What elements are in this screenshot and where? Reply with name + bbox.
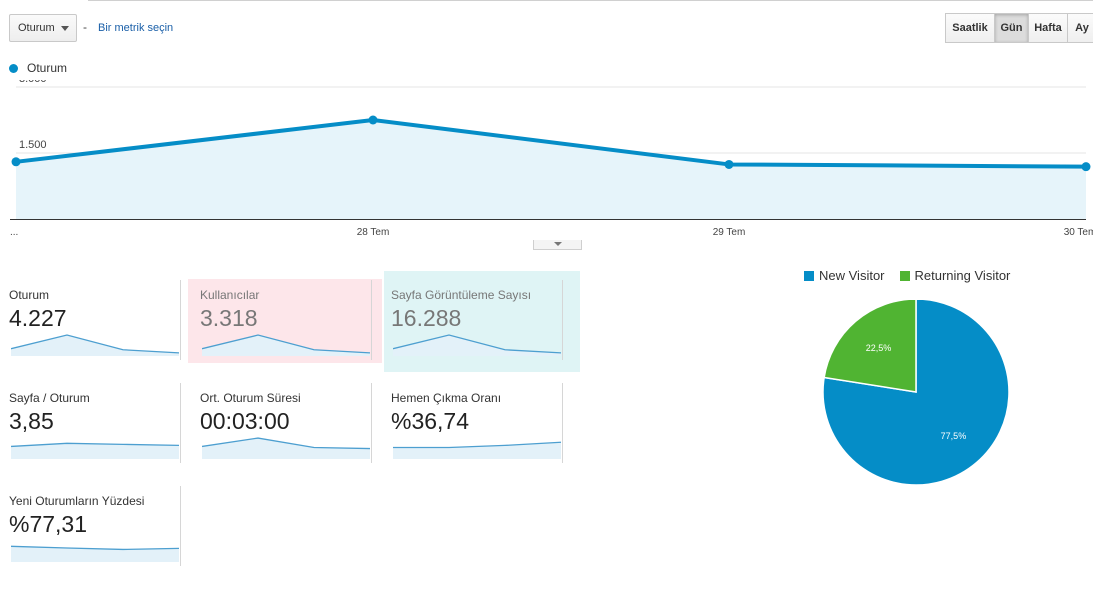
metric-value: 00:03:00: [200, 408, 290, 434]
metric-tile-new-sessions[interactable]: Yeni Oturumların Yüzdesi %77,31: [9, 486, 181, 566]
sparkline-line: [11, 442, 179, 448]
series-line: [15, 118, 1087, 169]
metric-label: Ort. Oturum Süresi: [200, 391, 301, 405]
metric-value: 16.288: [391, 305, 462, 331]
metric-select-dropdown[interactable]: Oturum: [9, 14, 77, 42]
x-tick-label: ...: [10, 227, 18, 238]
x-tick-label: 29 Tem: [713, 227, 746, 238]
sparkline-area: [202, 335, 370, 356]
sparkline: [11, 334, 179, 356]
metric-separator: -: [83, 20, 87, 34]
metric-select-value: Oturum: [18, 22, 55, 34]
chart-collapse-handle[interactable]: [533, 240, 582, 250]
metric-label: Kullanıcılar: [200, 288, 260, 302]
metric-tile-sessions[interactable]: Oturum 4.227: [9, 280, 181, 360]
chart-legend: Oturum: [9, 61, 67, 75]
data-point: [1081, 162, 1091, 172]
metric-value: 3,85: [9, 408, 54, 434]
data-point: [368, 115, 378, 125]
top-border: [88, 0, 1093, 3]
period-hourly-button[interactable]: Saatlik: [945, 13, 995, 43]
metric-value: 4.227: [9, 305, 67, 331]
metric-tile-pages-per-session[interactable]: Sayfa / Oturum 3,85: [9, 383, 181, 463]
sparkline: [202, 334, 370, 356]
swatch-icon: [804, 270, 814, 281]
data-point: [724, 159, 734, 169]
sparkline-line: [11, 334, 179, 354]
sparkline-area: [202, 438, 370, 459]
period-day-button[interactable]: Gün: [994, 13, 1029, 43]
sparkline: [11, 545, 179, 562]
period-toggle: Saatlik Gün Hafta Ay: [945, 13, 1093, 43]
y-tick-label: 3.000: [19, 80, 47, 85]
metric-value: %77,31: [9, 511, 88, 537]
x-tick-label: 28 Tem: [357, 227, 390, 238]
data-point: [11, 157, 21, 167]
visitor-pie-chart: 77,5% 22,5%: [822, 300, 1010, 486]
sparkline-area: [11, 546, 179, 562]
sparkline-line: [202, 334, 370, 354]
metric-label: Yeni Oturumların Yüzdesi: [9, 494, 145, 508]
y-tick-label: 1.500: [19, 139, 47, 151]
sparkline: [11, 442, 179, 459]
choose-metric-link[interactable]: Bir metrik seçin: [98, 22, 174, 34]
sparkline-line: [11, 545, 179, 551]
metric-label: Hemen Çıkma Oranı: [391, 391, 502, 405]
sparkline-line: [393, 441, 561, 449]
metric-tile-avg-session-duration[interactable]: Ort. Oturum Süresi 00:03:00: [200, 383, 372, 463]
pie-legend-label: Returning Visitor: [914, 268, 1011, 283]
metric-value: %36,74: [391, 408, 470, 434]
sparkline-area: [11, 443, 179, 459]
metric-tile-pageviews[interactable]: Sayfa Görüntüleme Sayısı 16.288: [391, 280, 563, 360]
metric-value: 3.318: [200, 305, 258, 331]
swatch-icon: [899, 270, 910, 281]
sparkline-area: [393, 335, 561, 356]
series-dot-icon: [9, 63, 18, 73]
pie-slice-label: 77,5%: [941, 431, 967, 441]
pie-legend-item-returning[interactable]: Returning Visitor: [899, 268, 1011, 283]
pie-slice: [823, 300, 917, 393]
period-month-button[interactable]: Ay: [1067, 13, 1093, 43]
sparkline-area: [11, 335, 179, 356]
sparkline: [202, 437, 370, 459]
pie-legend-item-new[interactable]: New Visitor: [804, 268, 885, 283]
chevron-down-icon: [61, 26, 69, 31]
metric-tile-users[interactable]: Kullanıcılar 3.318: [200, 280, 372, 360]
metric-label: Sayfa / Oturum: [9, 391, 90, 405]
x-tick-label: 30 Tem: [1064, 227, 1093, 238]
sparkline-line: [202, 437, 370, 450]
pie-legend-label: New Visitor: [819, 268, 885, 283]
sessions-line-chart: 3.000 1.500... 28 Tem 29 Tem 30 Tem: [10, 80, 1093, 238]
sparkline-line: [393, 334, 561, 354]
caret-down-icon: [554, 242, 562, 246]
sparkline: [393, 441, 561, 459]
metric-tile-bounce-rate[interactable]: Hemen Çıkma Oranı %36,74: [391, 383, 563, 463]
metric-label: Oturum: [9, 288, 50, 302]
sparkline-area: [393, 442, 561, 459]
pie-slice-label: 22,5%: [866, 343, 892, 353]
sparkline: [393, 334, 561, 356]
pie-legend: New Visitor Returning Visitor: [804, 268, 1025, 283]
metric-label: Sayfa Görüntüleme Sayısı: [391, 288, 532, 302]
series-area: [16, 120, 1086, 219]
chart-legend-label: Oturum: [27, 61, 68, 75]
period-week-button[interactable]: Hafta: [1028, 13, 1068, 43]
